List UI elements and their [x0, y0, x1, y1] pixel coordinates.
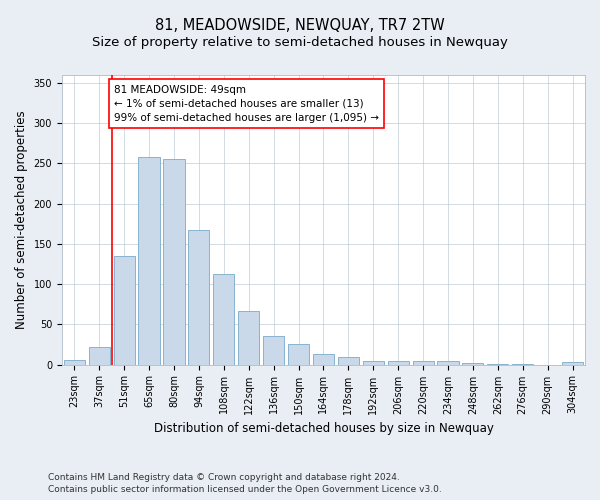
Bar — [213, 274, 235, 364]
Bar — [64, 360, 85, 364]
Bar — [413, 360, 434, 364]
Bar — [562, 362, 583, 364]
Bar — [188, 230, 209, 364]
Bar — [238, 312, 259, 364]
X-axis label: Distribution of semi-detached houses by size in Newquay: Distribution of semi-detached houses by … — [154, 422, 493, 435]
Bar — [89, 347, 110, 364]
Text: 81 MEADOWSIDE: 49sqm
← 1% of semi-detached houses are smaller (13)
99% of semi-d: 81 MEADOWSIDE: 49sqm ← 1% of semi-detach… — [114, 84, 379, 122]
Bar — [139, 157, 160, 364]
Text: 81, MEADOWSIDE, NEWQUAY, TR7 2TW: 81, MEADOWSIDE, NEWQUAY, TR7 2TW — [155, 18, 445, 32]
Bar — [263, 336, 284, 364]
Bar — [313, 354, 334, 364]
Text: Contains public sector information licensed under the Open Government Licence v3: Contains public sector information licen… — [48, 485, 442, 494]
Text: Contains HM Land Registry data © Crown copyright and database right 2024.: Contains HM Land Registry data © Crown c… — [48, 472, 400, 482]
Bar — [288, 344, 309, 364]
Text: Size of property relative to semi-detached houses in Newquay: Size of property relative to semi-detach… — [92, 36, 508, 49]
Bar — [163, 160, 185, 364]
Bar — [113, 256, 135, 364]
Bar — [388, 362, 409, 364]
Y-axis label: Number of semi-detached properties: Number of semi-detached properties — [15, 110, 28, 329]
Bar — [463, 363, 484, 364]
Bar — [437, 360, 458, 364]
Bar — [338, 358, 359, 364]
Bar — [362, 360, 384, 364]
